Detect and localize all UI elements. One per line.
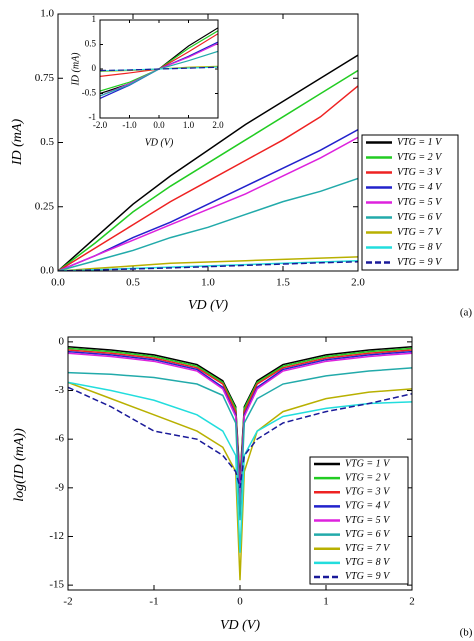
series-line (58, 256, 358, 271)
y-tick-label: -12 (49, 530, 64, 542)
legend-label: VTG = 4 V (397, 182, 443, 193)
x-tick-label: 2.0 (212, 120, 224, 130)
y-tick-label: 0 (59, 335, 65, 347)
series-line (100, 66, 218, 72)
series-line (68, 381, 412, 581)
x-tick-label: -1.0 (122, 120, 137, 130)
series-line (68, 381, 412, 553)
series-line (68, 386, 412, 489)
legend-label: VTG = 4 V (345, 501, 391, 512)
plot-frame (99, 19, 219, 119)
x-tick-label: 1 (323, 596, 329, 608)
y-axis-label: ID (mA) (70, 52, 81, 87)
y-tick-label: 0 (92, 63, 97, 73)
x-tick-label: 1.0 (183, 120, 195, 130)
y-tick-label: 0.75 (35, 72, 55, 84)
legend-label: VTG = 7 V (397, 227, 443, 238)
plot-frame (57, 13, 359, 272)
series-line (58, 69, 358, 271)
legend-label: VTG = 6 V (397, 212, 443, 223)
y-tick-label: 1.0 (40, 8, 54, 20)
x-tick-label: 2 (409, 596, 415, 608)
panel: 0.0 0.5 1.0 1.5 2.0 0.0 0.25 0.5 0.75 1.0 VD (V) ID… (10, 8, 472, 319)
y-tick-label: -6 (55, 433, 65, 445)
inset: -2.0 -1.0 0.0 1.0 2.0 -1 -0.5 0 0.5 1 VD (V) ID (mA… (70, 14, 224, 148)
y-tick-label: -9 (55, 481, 65, 493)
y-axis-label: log(ID (mA)) (12, 428, 27, 502)
legend-label: VTG = 6 V (345, 529, 391, 540)
x-tick-label: 0.5 (126, 277, 140, 289)
y-tick-label: 0.5 (85, 39, 97, 49)
legend-label: VTG = 9 V (397, 257, 443, 268)
series-line (58, 54, 358, 271)
y-tick-label: -15 (49, 579, 64, 591)
legend-label: VTG = 3 V (345, 487, 391, 498)
series-line (58, 128, 358, 271)
panel: -2 -1 0 1 2 0 -3 -6 -9 -12 -15 VD (V) log(ID (mA)) (b… (12, 335, 473, 638)
legend-label: VTG = 1 V (345, 458, 391, 469)
legend-label: VTG = 5 V (397, 197, 443, 208)
legend-label: VTG = 2 V (345, 472, 391, 483)
legend-label: VTG = 8 V (397, 242, 443, 253)
legend-label: VTG = 8 V (345, 557, 391, 568)
legend-label: VTG = 9 V (345, 571, 391, 582)
x-tick-label: 1.0 (201, 277, 215, 289)
x-tick-label: 1.5 (276, 277, 290, 289)
series-line (68, 367, 412, 521)
y-tick-label: 1 (92, 14, 97, 24)
legend-label: VTG = 3 V (397, 167, 443, 178)
x-axis-label: VD (V) (188, 298, 228, 313)
x-tick-label: 0.0 (153, 120, 165, 130)
x-tick-label: 2.0 (351, 277, 365, 289)
y-tick-label: -0.5 (82, 88, 97, 98)
x-tick-label: 0 (237, 596, 243, 608)
legend-label: VTG = 2 V (397, 152, 443, 163)
x-tick-label: -1 (149, 596, 158, 608)
y-tick-label: -3 (55, 384, 65, 396)
x-tick-label: -2.0 (93, 120, 108, 130)
series-line (58, 177, 358, 271)
series-line (58, 136, 358, 271)
legend-label: VTG = 5 V (345, 515, 391, 526)
series-line (58, 260, 358, 271)
y-axis-label: ID (mA) (10, 119, 25, 167)
y-tick-label: 0.0 (40, 265, 54, 277)
x-axis-label: VD (V) (145, 137, 174, 148)
x-axis-label: VD (V) (220, 618, 260, 633)
plot-frame (67, 336, 413, 591)
x-tick-label: 0.0 (51, 277, 65, 289)
panel-label: (a) (460, 307, 473, 319)
legend-label: VTG = 7 V (345, 543, 391, 554)
y-tick-label: 0.25 (35, 200, 55, 212)
panel-label: (b) (460, 627, 473, 639)
y-tick-label: -1 (89, 112, 97, 122)
legend-label: VTG = 1 V (397, 137, 443, 148)
y-tick-label: 0.5 (40, 136, 54, 148)
series-line (58, 85, 358, 271)
x-tick-label: -2 (63, 596, 72, 608)
